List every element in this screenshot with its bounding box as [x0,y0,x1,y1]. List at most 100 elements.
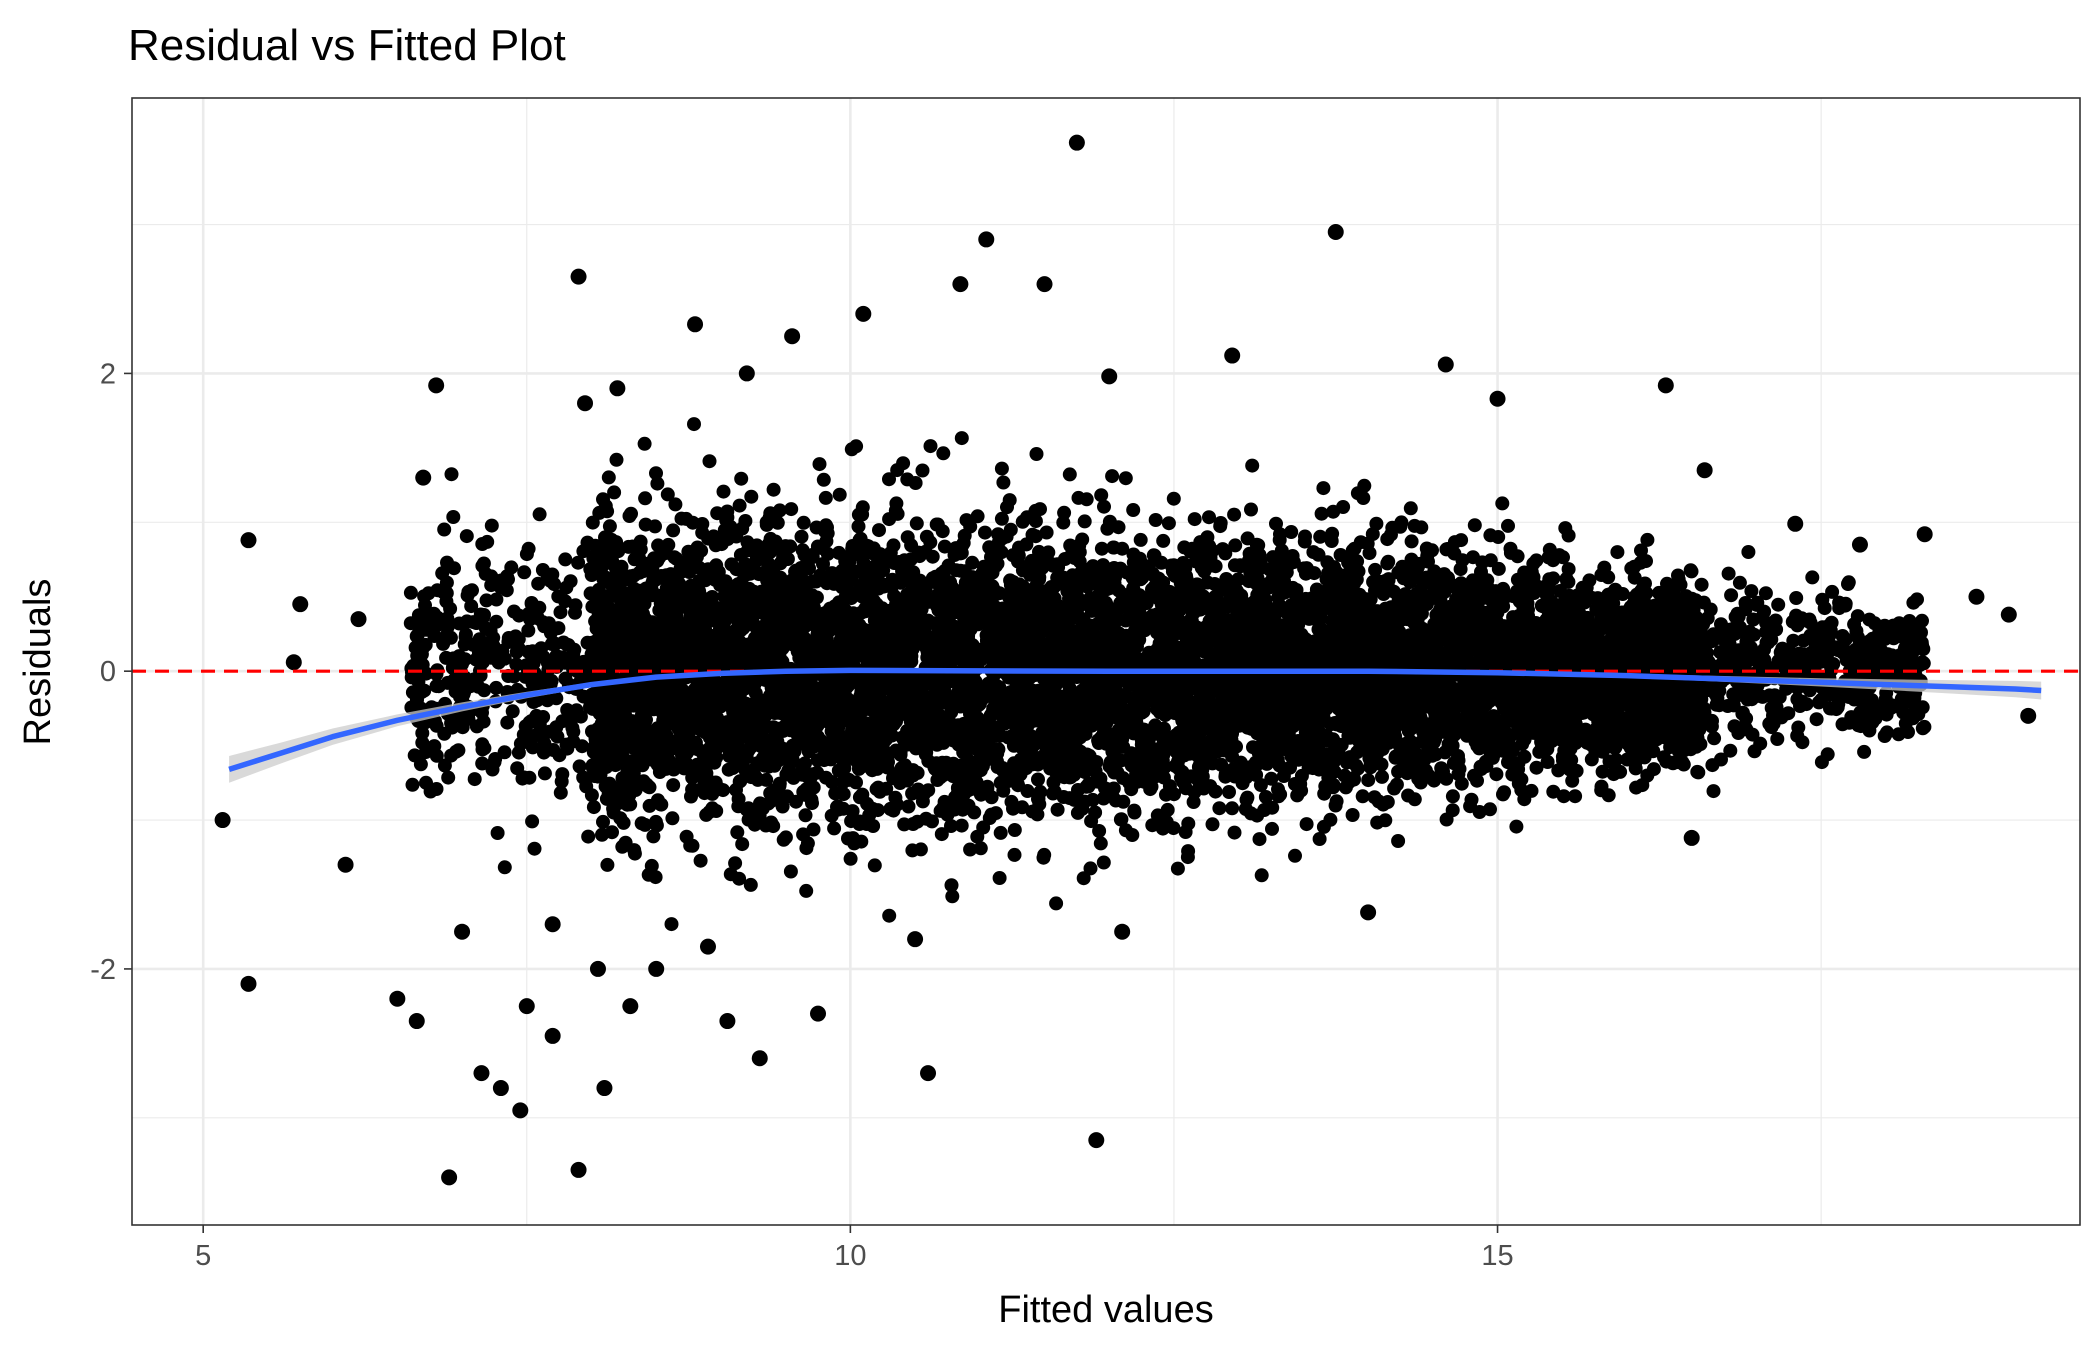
data-point [1375,769,1389,784]
data-point [849,775,863,790]
data-point [1509,819,1524,834]
data-point [1025,527,1040,542]
data-point [1228,538,1243,553]
data-point [1205,817,1220,832]
data-point [665,811,680,826]
data-point [1721,566,1736,581]
data-point [798,808,813,823]
data-point [1025,804,1040,819]
data-point [1389,777,1404,792]
data-point [730,825,745,840]
data-point [1039,525,1054,540]
data-point [1374,757,1389,772]
data-point [1088,805,1103,820]
data-point [1451,767,1466,782]
data-point [937,539,952,554]
data-point [1271,590,1286,605]
data-point [1634,543,1648,558]
data-point [945,889,960,904]
data-point [1283,760,1297,775]
data-point [1501,518,1515,533]
data-point [996,475,1011,490]
data-point [521,623,536,638]
data-point [572,759,587,774]
data-point [1001,730,1016,745]
data-point [642,798,657,813]
data-point [1313,529,1328,544]
data-point [909,516,924,531]
data-point [978,525,992,540]
data-point [1290,788,1305,803]
data-point [1049,896,1064,911]
data-point [1299,817,1314,832]
data-point [1062,467,1077,482]
data-point [1401,788,1416,803]
data-point [1497,785,1512,800]
data-point [500,715,515,730]
data-point [1857,744,1872,759]
data-point [1111,520,1126,535]
data-point [1467,518,1482,533]
data-point [525,814,540,829]
data-point [435,566,450,581]
data-point [1439,812,1454,827]
data-point [729,782,743,797]
data-point [1470,773,1484,788]
data-point [994,461,1009,476]
data-point [1227,825,1242,840]
data-point [828,786,843,801]
data-point [410,648,425,663]
data-point [622,509,637,523]
data-point [897,817,912,832]
data-point [832,487,847,502]
data-point [993,825,1008,840]
data-point [1083,861,1098,876]
data-point [1113,561,1128,576]
data-point [1178,825,1193,839]
data-point [484,518,499,533]
data-point [1148,513,1163,527]
data-point [429,782,444,796]
data-point [607,485,622,500]
data-point [923,439,938,454]
data-point [490,826,505,840]
data-point [601,470,616,485]
data-point [558,671,573,686]
data-point [553,785,568,800]
data-point [1325,526,1340,541]
data-point [1474,762,1489,777]
data-point [916,678,931,692]
data-point [728,856,743,871]
data-point [747,817,762,832]
data-point [1240,531,1255,546]
data-point [1841,575,1856,590]
data-point [1269,516,1283,531]
data-point [419,775,433,790]
data-point [649,466,663,481]
chart-title: Residual vs Fitted Plot [128,21,566,70]
data-point [973,841,988,856]
data-point [1446,756,1461,771]
data-point [901,799,916,814]
data-point [882,908,897,923]
data-point [1238,802,1253,816]
data-point [1542,542,1557,557]
data-point [1805,570,1820,585]
data-point [738,514,753,528]
data-point [1265,821,1279,836]
data-point [1170,861,1185,876]
data-point [532,507,547,522]
data-point [1917,719,1932,734]
data-point [1073,566,1088,581]
data-point [1403,501,1418,516]
data-point [1312,832,1327,846]
data-point [954,431,969,446]
data-point [1314,506,1329,521]
data-point [1212,801,1227,816]
data-point [1094,488,1109,503]
data-point [1264,771,1279,786]
data-point [1033,502,1047,517]
data-point [1724,588,1739,603]
data-point [809,520,824,535]
